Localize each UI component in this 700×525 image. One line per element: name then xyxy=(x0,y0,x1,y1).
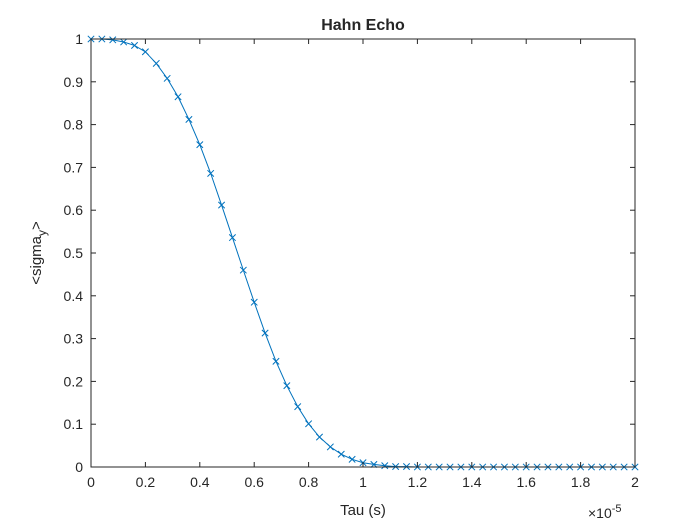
data-point-marker xyxy=(381,462,389,470)
data-point-marker xyxy=(294,403,302,411)
y-tick-label: 0.1 xyxy=(64,416,84,432)
x-tick-label: 0.8 xyxy=(299,474,319,490)
x-tick-label: 1 xyxy=(359,474,367,490)
data-point-marker xyxy=(261,329,269,337)
data-point-marker xyxy=(218,201,226,209)
data-point-marker xyxy=(250,298,258,306)
x-axis-ticks: 0 0.2 0.4 0.6 0.8 1 1.2 1.4 1.6 1.8 2 xyxy=(87,39,639,490)
x-tick-label: 1.2 xyxy=(408,474,428,490)
data-point-marker xyxy=(141,48,149,56)
data-point-marker xyxy=(348,455,356,463)
data-point-marker xyxy=(272,357,280,365)
data-point-marker xyxy=(326,443,334,451)
y-tick-label: 0.3 xyxy=(64,331,84,347)
y-tick-label: 0.4 xyxy=(64,288,84,304)
data-point-marker xyxy=(174,93,182,101)
y-tick-label: 0.2 xyxy=(64,373,84,389)
x-axis-exponent-label: ×10-5 xyxy=(588,503,622,521)
x-tick-label: 2 xyxy=(631,474,639,490)
data-point-marker xyxy=(163,74,171,82)
y-tick-label: 0.6 xyxy=(64,202,84,218)
y-tick-label: 0.5 xyxy=(64,245,84,261)
data-point-marker xyxy=(337,450,345,458)
y-tick-label: 0.8 xyxy=(64,117,84,133)
x-tick-label: 0.6 xyxy=(244,474,264,490)
data-point-marker xyxy=(283,382,291,390)
x-axis-label: Tau (s) xyxy=(340,502,386,519)
y-axis-ticks: 0 0.1 0.2 0.3 0.4 0.5 0.6 0.7 0.8 0.9 1 xyxy=(64,31,635,475)
y-axis-label-subscript: y xyxy=(35,230,49,236)
y-axis-label-suffix: > xyxy=(28,221,45,230)
data-point-marker xyxy=(305,420,313,428)
data-point-marker xyxy=(315,433,324,441)
data-point-marker xyxy=(109,36,117,44)
y-tick-label: 0.9 xyxy=(64,74,84,90)
x-tick-label: 0.4 xyxy=(190,474,210,490)
svg-text:<sigmay>: <sigmay> xyxy=(28,221,49,285)
data-point-marker xyxy=(130,41,139,49)
x-tick-label: 0.2 xyxy=(136,474,156,490)
y-tick-label: 0.7 xyxy=(64,159,84,175)
data-point-marker xyxy=(152,59,160,67)
x-tick-label: 0 xyxy=(87,474,95,490)
x-tick-label: 1.6 xyxy=(516,474,536,490)
x-axis-exponent-power: -5 xyxy=(612,503,622,515)
x-axis-exponent-base: ×10 xyxy=(588,505,612,521)
y-tick-label: 0 xyxy=(75,459,83,475)
y-axis-label-prefix: <sigma xyxy=(28,235,45,284)
x-tick-label: 1.8 xyxy=(571,474,591,490)
data-point-marker xyxy=(185,115,193,124)
data-point-marker xyxy=(196,141,204,149)
y-axis-label: <sigmay> xyxy=(28,221,49,285)
y-tick-label: 1 xyxy=(75,31,83,47)
chart-title: Hahn Echo xyxy=(321,17,405,34)
x-tick-label: 1.4 xyxy=(462,474,482,490)
data-point-marker xyxy=(228,234,236,242)
data-point-marker xyxy=(207,169,215,177)
data-point-marker xyxy=(120,38,128,46)
plot-area xyxy=(91,39,635,467)
data-point-marker xyxy=(239,266,247,274)
